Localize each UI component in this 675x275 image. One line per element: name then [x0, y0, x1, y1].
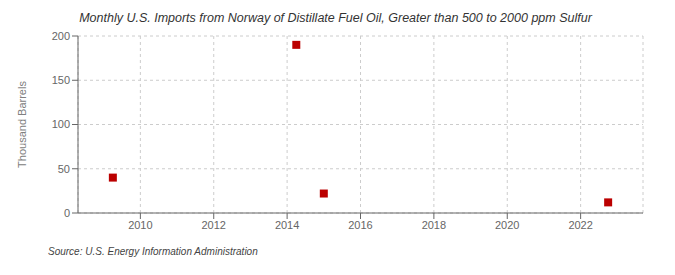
svg-text:2012: 2012: [202, 219, 226, 231]
svg-text:150: 150: [52, 74, 70, 86]
svg-text:50: 50: [58, 163, 70, 175]
html-text:Monthly U.S. Imports from Norw: Monthly U.S. Imports from Norway of Dist…: [79, 11, 592, 25]
svg-text:2022: 2022: [568, 219, 592, 231]
svg-text:2010: 2010: [128, 219, 152, 231]
svg-text:2020: 2020: [495, 219, 519, 231]
svg-text:200: 200: [52, 30, 70, 42]
svg-text:100: 100: [52, 118, 70, 130]
svg-text:2018: 2018: [422, 219, 446, 231]
svg-text:2014: 2014: [275, 219, 299, 231]
svg-text:0: 0: [64, 207, 70, 219]
svg-text:Thousand Barrels: Thousand Barrels: [16, 81, 28, 168]
html-text:Source: U.S. Energy Informatio: Source: U.S. Energy Information Administ…: [48, 246, 258, 257]
svg-text:2016: 2016: [348, 219, 372, 231]
